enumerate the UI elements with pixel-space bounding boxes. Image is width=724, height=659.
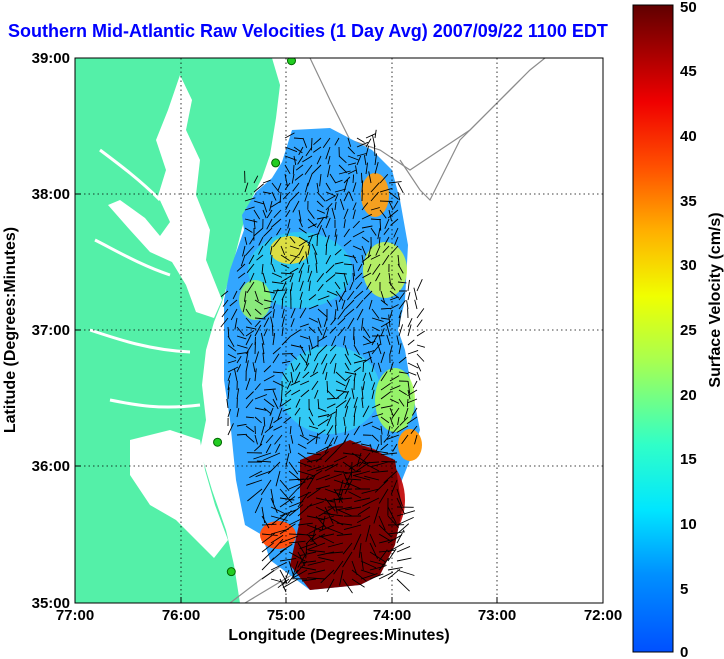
velocity-field — [224, 128, 422, 590]
colorbar-tick-label: 0 — [680, 644, 688, 659]
colorbar-tick-labels: 50 45 40 35 30 25 20 15 10 5 0 — [680, 0, 697, 659]
y-axis-label: Latitude (Degrees:Minutes) — [2, 227, 19, 433]
x-axis-label: Longitude (Degrees:Minutes) — [228, 627, 449, 644]
chesapeake-bay — [108, 75, 222, 318]
grid-lines — [75, 58, 603, 603]
velocity-patch — [361, 173, 389, 217]
lon-tick-label: 73:00 — [478, 607, 516, 624]
station-marker — [271, 158, 281, 168]
lat-tick-label: 38:00 — [32, 186, 70, 203]
river-channels — [89, 148, 201, 409]
colorbar-tick-label: 5 — [680, 581, 688, 598]
lat-tick-label: 35:00 — [32, 595, 70, 612]
colorbar-label: Surface Velocity (cm/s) — [707, 212, 724, 387]
colorbar — [632, 4, 674, 653]
colorbar-tick-label: 45 — [680, 63, 697, 80]
station-marker — [226, 567, 236, 577]
lon-tick-label: 72:00 — [584, 607, 622, 624]
lon-tick-labels: 77:00 76:00 75:00 74:00 73:00 72:00 — [56, 607, 622, 624]
colorbar-tick-label: 25 — [680, 322, 697, 339]
pamlico-sound — [130, 430, 228, 558]
current-vectors — [220, 129, 426, 594]
lon-tick-label: 75:00 — [267, 607, 305, 624]
map-title: Southern Mid-Atlantic Raw Velocities (1 … — [8, 21, 608, 41]
colorbar-tick-label: 50 — [680, 0, 697, 16]
lat-tick-label: 36:00 — [32, 458, 70, 475]
lon-tick-label: 77:00 — [56, 607, 94, 624]
colorbar-tick-label: 30 — [680, 257, 697, 274]
station-marker — [286, 58, 296, 66]
lat-tick-label: 39:00 — [32, 50, 70, 67]
lon-tick-label: 76:00 — [162, 607, 200, 624]
velocity-patch — [270, 236, 310, 264]
colorbar-tick-label: 10 — [680, 516, 697, 533]
velocity-patch — [398, 429, 422, 461]
colorbar-tick-label: 20 — [680, 387, 697, 404]
lat-tick-labels: 39:00 38:00 37:00 36:00 35:00 — [32, 50, 70, 612]
velocity-patch — [290, 440, 402, 590]
vector-arrows — [220, 129, 426, 594]
colorbar-tick-label: 40 — [680, 128, 697, 145]
velocity-patch — [363, 242, 407, 298]
velocity-patch — [280, 346, 380, 434]
lat-tick-label: 37:00 — [32, 322, 70, 339]
lon-tick-label: 74:00 — [373, 607, 411, 624]
colorbar-tick-label: 15 — [680, 451, 697, 468]
station-markers — [213, 58, 296, 577]
station-marker — [213, 437, 223, 447]
colorbar-tick-label: 35 — [680, 193, 697, 210]
axis-ticks — [75, 193, 498, 603]
